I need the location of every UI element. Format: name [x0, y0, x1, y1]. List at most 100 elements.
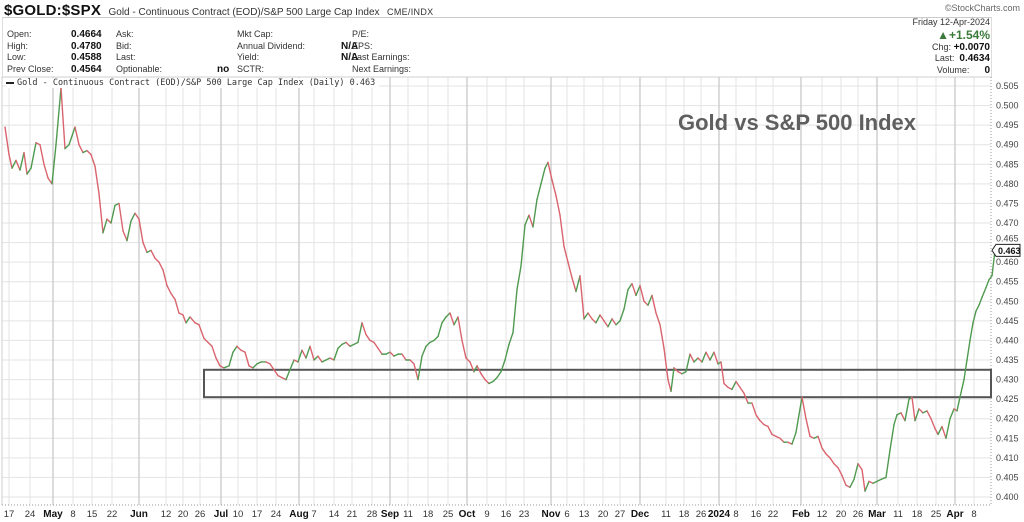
y-tick-label: 0.485: [996, 159, 1019, 169]
quote-col-2: Ask: Bid: Last: Optionable: no: [116, 29, 229, 75]
quote-label: High:: [7, 40, 29, 51]
quote-label: SCTR:: [237, 63, 264, 74]
y-tick-label: 0.480: [996, 179, 1019, 189]
x-tick-label: 13: [579, 509, 590, 520]
x-tick-label: Nov: [542, 509, 561, 520]
price-line-segment: [559, 214, 565, 248]
price-line-segment: [228, 351, 234, 367]
price-line-segment: [293, 359, 299, 363]
price-line-segment: [528, 214, 534, 228]
price-line-segment: [215, 357, 221, 367]
y-tick-label: 0.425: [996, 394, 1019, 404]
x-tick-label: May: [43, 509, 63, 520]
y-tick-label: 0.430: [996, 375, 1019, 385]
price-line-segment: [337, 343, 343, 349]
x-tick-label: Aug: [289, 509, 308, 520]
price-line-segment: [297, 349, 303, 363]
price-line-segment: [122, 230, 128, 242]
quote-label: Last Earnings:: [352, 52, 410, 62]
x-tick-label: Mar: [868, 509, 886, 520]
y-tick-label: 0.415: [996, 433, 1019, 443]
x-tick-label: 20: [598, 509, 609, 520]
price-line-segment: [345, 341, 351, 347]
x-tick-label: 15: [87, 509, 98, 520]
price-line-segment: [401, 353, 407, 361]
price-line-segment: [473, 365, 478, 373]
price-line-segment: [417, 355, 423, 381]
price-line-segment: [540, 167, 546, 185]
price-line-segment: [643, 300, 649, 306]
x-tick-label: 18: [912, 509, 923, 520]
y-tick-label: 0.495: [996, 120, 1019, 130]
price-line-segment: [937, 425, 943, 436]
quote-row: Prev Close: 0.4564: [7, 64, 102, 76]
quote-row: P/E:: [352, 29, 411, 41]
x-tick-label: 27: [615, 509, 626, 520]
quote-row: EPS:: [352, 41, 411, 53]
price-line-segment: [496, 371, 502, 379]
price-line-segment: [611, 318, 617, 326]
stockcharts-watermark: ©StockCharts.com: [944, 3, 1020, 13]
price-line-segment: [599, 314, 605, 322]
x-tick-label: 11: [403, 509, 413, 520]
price-line-segment: [244, 351, 250, 367]
price-line-segment: [437, 322, 443, 338]
price-line-segment: [900, 412, 906, 422]
price-line-segment: [39, 144, 45, 165]
price-line-segment: [701, 351, 707, 363]
price-line-segment: [252, 363, 258, 369]
price-line-segment: [170, 292, 176, 301]
price-line-segment: [579, 275, 585, 320]
price-line-segment: [90, 153, 96, 167]
x-tick-label: Feb: [792, 509, 810, 520]
annotation-title: Gold vs S&P 500 Index: [678, 110, 917, 135]
last-value-label: 0.463: [998, 246, 1021, 256]
price-line-segment: [219, 365, 225, 369]
ticker-symbol[interactable]: $GOLD:$SPX: [4, 2, 102, 19]
price-line-segment: [930, 418, 936, 430]
x-tick-label: 22: [768, 509, 779, 520]
price-line-segment: [735, 380, 741, 389]
price-line-segment: [126, 220, 132, 242]
x-tick-label: Sep: [381, 509, 399, 520]
price-line-segment: [484, 378, 490, 385]
price-line-segment: [194, 322, 200, 326]
price-line-segment: [265, 361, 271, 365]
price-line-segment: [142, 241, 148, 254]
x-tick-label: 24: [25, 509, 36, 520]
price-line-segment: [277, 374, 283, 379]
x-tick-label: 8: [971, 509, 976, 520]
price-line-segment: [837, 466, 843, 477]
price-line-segment: [817, 435, 823, 449]
price-line-segment: [232, 345, 238, 353]
x-tick-label: 10: [233, 509, 244, 520]
price-line-segment: [325, 357, 331, 361]
price-line-segment: [409, 359, 415, 365]
x-tick-label: 6: [564, 509, 569, 520]
price-line-segment: [583, 312, 589, 320]
x-tick-label: 25: [931, 509, 942, 520]
price-line-segment: [655, 312, 661, 326]
price-line-segment: [146, 249, 152, 254]
price-line-segment: [185, 316, 191, 324]
price-line-segment: [709, 351, 715, 361]
price-line-segment: [445, 312, 451, 318]
price-line-segment: [949, 408, 955, 420]
price-line-segment: [623, 288, 629, 310]
quote-label: EPS:: [352, 40, 373, 51]
price-line-segment: [798, 396, 803, 416]
price-line-segment: [453, 316, 459, 326]
quote-row: Ask:: [116, 29, 162, 41]
price-line-segment: [705, 351, 711, 361]
price-line-segment: [516, 265, 522, 291]
price-line-segment: [966, 339, 971, 361]
y-tick-label: 0.445: [996, 316, 1019, 326]
quote-label: Open:: [7, 29, 32, 39]
price-line-segment: [11, 159, 17, 169]
x-tick-label: 18: [679, 509, 690, 520]
price-line-segment: [755, 414, 761, 422]
quote-label: Bid:: [116, 40, 132, 51]
last-value-marker: 0.463: [991, 243, 1021, 257]
price-line-segment: [693, 357, 699, 363]
